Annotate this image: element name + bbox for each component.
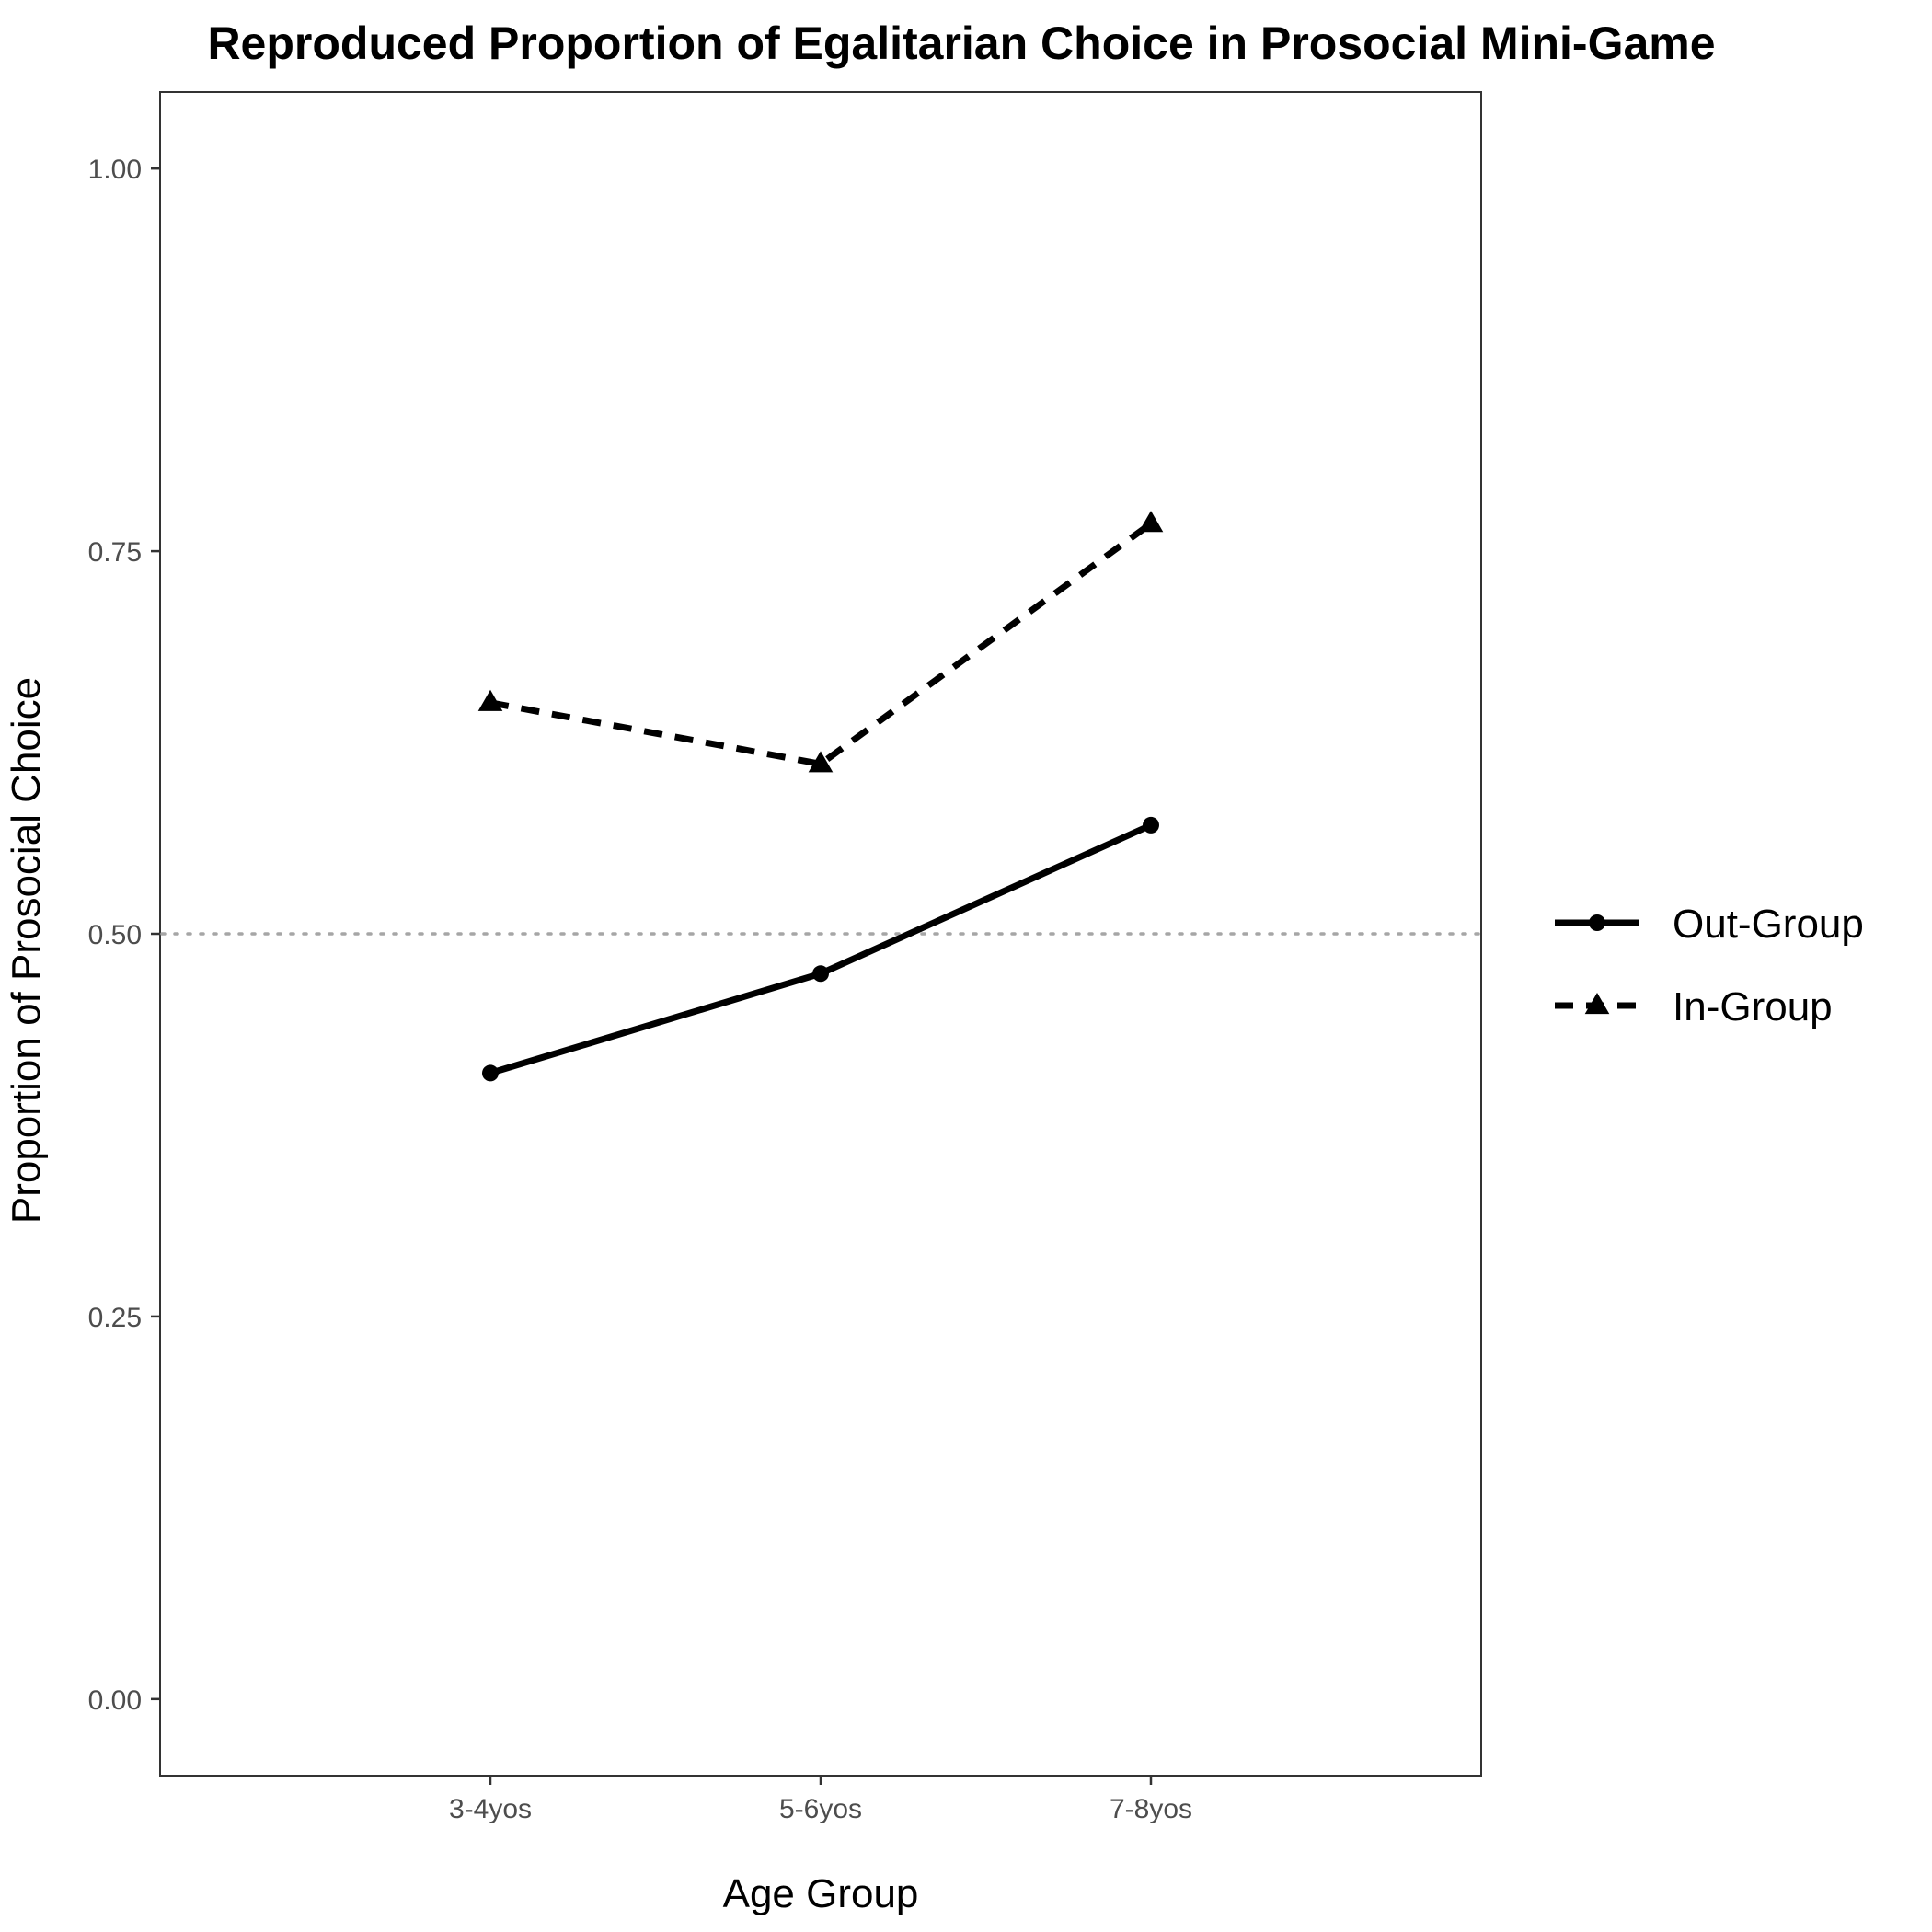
x-axis-title: Age Group [723, 1871, 919, 1916]
y-axis-title: Proportion of Prosocial Choice [4, 677, 49, 1224]
legend-key-marker [1589, 914, 1605, 931]
legend-key-marker [1584, 993, 1610, 1015]
series-layer [477, 511, 1164, 1082]
y-axis: 0.00 0.25 0.50 0.75 1.00 [88, 155, 160, 1716]
x-tick-label: 5-6yos [779, 1794, 862, 1824]
data-point-in-group [808, 751, 834, 773]
legend-label: In-Group [1673, 984, 1833, 1029]
y-tick-label: 0.00 [88, 1685, 142, 1716]
data-point-out-group [1143, 816, 1159, 834]
x-axis: 3-4yos 5-6yos 7-8yos [449, 1776, 1192, 1824]
series-out-group [482, 816, 1159, 1082]
data-point-out-group [482, 1064, 499, 1082]
legend: Out-Group In-Group [1555, 902, 1864, 1029]
x-tick-label: 3-4yos [449, 1794, 532, 1824]
legend-item-out-group: Out-Group [1555, 902, 1864, 947]
y-tick-label: 1.00 [88, 155, 142, 185]
series-line-in-group [489, 521, 1154, 767]
series-in-group [477, 511, 1164, 773]
y-tick-label: 0.50 [88, 920, 142, 950]
chart-title: Reproduced Proportion of Egalitarian Cho… [207, 17, 1715, 69]
data-point-out-group [812, 965, 829, 983]
y-tick-label: 0.75 [88, 537, 142, 568]
legend-label: Out-Group [1673, 902, 1864, 947]
data-point-in-group [1138, 511, 1164, 533]
data-point-in-group [477, 689, 503, 711]
y-tick-label: 0.25 [88, 1303, 142, 1333]
x-tick-label: 7-8yos [1110, 1794, 1192, 1824]
legend-item-in-group: In-Group [1555, 984, 1833, 1029]
